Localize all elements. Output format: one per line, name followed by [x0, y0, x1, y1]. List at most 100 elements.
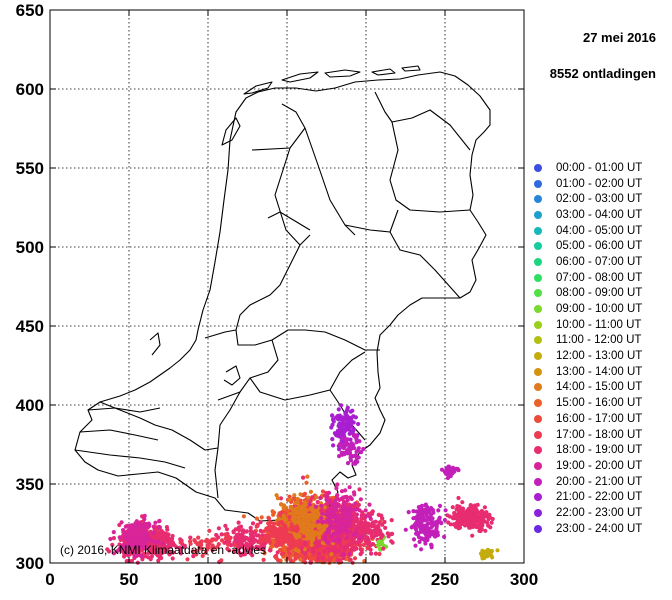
strike-point — [194, 548, 199, 554]
strike-point — [293, 511, 298, 516]
strike-point — [430, 507, 435, 513]
legend-dot-icon — [534, 367, 542, 376]
strike-point — [329, 519, 334, 525]
strike-point — [136, 530, 141, 535]
strike-point — [456, 495, 461, 501]
strike-point — [341, 552, 346, 557]
strike-point — [314, 495, 319, 500]
legend-label: 10:00 - 11:00 UT — [556, 318, 642, 331]
strike-point — [329, 505, 334, 510]
strike-point — [278, 510, 283, 515]
strike-point — [339, 450, 344, 455]
strike-point — [304, 480, 309, 485]
legend-label: 00:00 - 01:00 UT — [556, 161, 643, 174]
legend-item: 09:00 - 10:00 UT — [534, 301, 642, 317]
strike-point — [351, 427, 357, 432]
strike-point — [233, 527, 238, 532]
strike-point — [455, 466, 460, 472]
strike-point — [462, 523, 468, 528]
strike-point — [485, 514, 490, 519]
strike-point — [303, 500, 308, 505]
strike-point — [219, 538, 225, 543]
strike-point — [121, 543, 126, 548]
strike-point — [223, 532, 228, 537]
strike-point — [152, 550, 157, 555]
strike-point — [313, 515, 318, 521]
strike-point — [317, 535, 322, 540]
strike-point — [360, 510, 365, 515]
strike-point — [338, 441, 343, 446]
strike-point — [254, 533, 259, 538]
legend-item: 19:00 - 20:00 UT — [534, 458, 642, 474]
y-tick-label: 500 — [16, 238, 44, 257]
strike-point — [489, 520, 494, 525]
strike-point — [122, 554, 127, 559]
strike-point — [462, 510, 467, 516]
strike-point — [438, 520, 443, 525]
strike-point — [382, 519, 387, 525]
strike-point — [238, 524, 244, 529]
strike-point — [340, 524, 345, 529]
strike-point — [375, 523, 381, 529]
strike-point — [335, 493, 340, 498]
legend-label: 05:00 - 06:00 UT — [556, 240, 643, 253]
strike-point — [283, 505, 288, 510]
strike-point — [160, 530, 165, 535]
strike-point — [302, 503, 307, 508]
strike-point — [345, 405, 350, 410]
strike-point — [157, 519, 162, 524]
strike-point — [348, 437, 353, 442]
strike-point — [341, 445, 346, 451]
strike-point — [307, 502, 312, 507]
strike-point — [376, 512, 381, 518]
legend-dot-icon — [534, 461, 542, 470]
strike-point — [351, 490, 357, 495]
strike-point — [320, 489, 326, 494]
strike-point — [143, 521, 148, 527]
strike-point — [344, 409, 349, 414]
strike-point — [262, 551, 267, 556]
strike-point — [422, 518, 427, 523]
strike-point — [454, 507, 459, 512]
strike-point — [292, 528, 297, 533]
strike-point — [374, 533, 379, 538]
strike-point — [268, 540, 273, 545]
strike-point — [257, 540, 263, 545]
legend-label: 17:00 - 18:00 UT — [556, 428, 643, 441]
strike-point — [442, 517, 447, 523]
strike-point — [265, 525, 270, 531]
strike-point — [385, 531, 390, 536]
strike-point — [128, 525, 133, 530]
strike-point — [245, 547, 250, 553]
strike-point — [331, 443, 336, 448]
strike-point — [315, 519, 321, 524]
strike-point — [275, 550, 280, 555]
strike-point — [443, 508, 448, 513]
strike-point — [279, 502, 284, 507]
legend-label: 12:00 - 13:00 UT — [556, 350, 643, 363]
strike-point — [289, 522, 294, 527]
legend-dot-icon — [534, 179, 542, 188]
legend-dot-icon — [534, 477, 542, 486]
strike-point — [362, 559, 367, 564]
strike-point — [283, 537, 288, 542]
strike-point — [361, 522, 366, 527]
legend-item: 03:00 - 04:00 UT — [534, 207, 642, 223]
strike-point — [366, 521, 371, 526]
strike-point — [427, 526, 432, 532]
strike-point — [465, 514, 470, 519]
strike-point — [348, 527, 353, 532]
strike-point — [433, 530, 438, 535]
strike-point — [227, 548, 232, 553]
strike-point — [126, 536, 131, 542]
strike-point — [448, 522, 453, 527]
strike-point — [341, 556, 346, 561]
x-tick-label: 100 — [194, 570, 222, 589]
strike-point — [366, 511, 371, 516]
strike-point — [318, 529, 323, 534]
strike-point — [326, 490, 332, 495]
x-tick-label: 300 — [510, 570, 538, 589]
legend-label: 18:00 - 19:00 UT — [556, 444, 643, 457]
strike-point — [168, 544, 173, 549]
strike-point — [296, 510, 302, 515]
